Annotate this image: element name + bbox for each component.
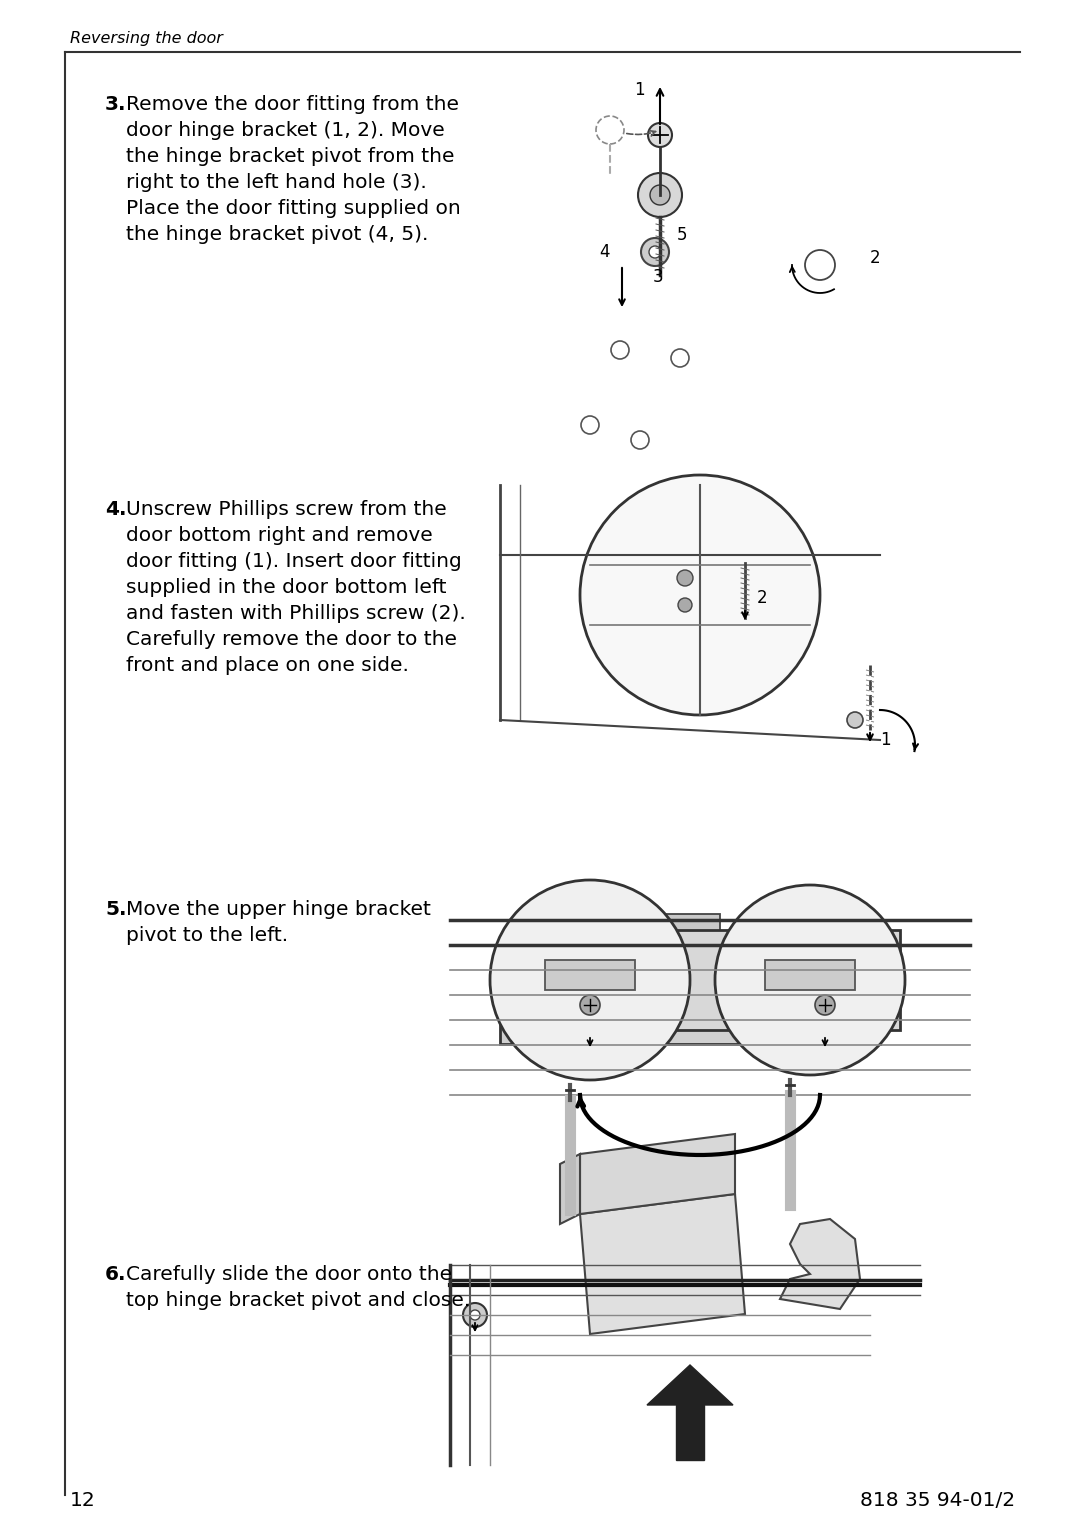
Circle shape [815, 995, 835, 1015]
Circle shape [650, 185, 670, 205]
Text: 2: 2 [757, 589, 768, 607]
Text: door bottom right and remove: door bottom right and remove [126, 526, 433, 544]
Text: 12: 12 [70, 1491, 96, 1509]
Text: door fitting (1). Insert door fitting: door fitting (1). Insert door fitting [126, 552, 462, 570]
Text: Remove the door fitting from the: Remove the door fitting from the [126, 95, 459, 115]
Circle shape [638, 173, 681, 217]
Circle shape [805, 251, 835, 280]
Circle shape [642, 239, 669, 266]
Circle shape [580, 476, 820, 716]
Polygon shape [660, 914, 720, 969]
Text: 1: 1 [880, 731, 891, 749]
Text: Carefully slide the door onto the: Carefully slide the door onto the [126, 1264, 453, 1284]
Circle shape [581, 416, 599, 434]
Circle shape [678, 598, 692, 612]
Polygon shape [580, 1135, 735, 1214]
Text: right to the left hand hole (3).: right to the left hand hole (3). [126, 173, 427, 193]
FancyBboxPatch shape [765, 960, 855, 989]
Text: supplied in the door bottom left: supplied in the door bottom left [126, 578, 446, 596]
Polygon shape [647, 1365, 733, 1405]
Text: 1: 1 [634, 81, 645, 99]
Text: 6.: 6. [105, 1264, 126, 1284]
Polygon shape [500, 998, 880, 1044]
Text: 3.: 3. [105, 95, 126, 115]
Text: 4.: 4. [105, 500, 126, 518]
Polygon shape [780, 1219, 860, 1309]
Text: and fasten with Phillips screw (2).: and fasten with Phillips screw (2). [126, 604, 465, 622]
FancyBboxPatch shape [545, 960, 635, 989]
Circle shape [649, 246, 661, 258]
Polygon shape [580, 1194, 745, 1333]
Circle shape [611, 341, 629, 359]
Text: 5.: 5. [105, 901, 126, 919]
Circle shape [631, 431, 649, 450]
Text: Unscrew Phillips screw from the: Unscrew Phillips screw from the [126, 500, 447, 518]
Text: pivot to the left.: pivot to the left. [126, 927, 288, 945]
Text: 5: 5 [677, 226, 688, 245]
Circle shape [671, 349, 689, 367]
Circle shape [677, 570, 693, 586]
Text: Reversing the door: Reversing the door [70, 31, 222, 46]
Circle shape [715, 885, 905, 1075]
Text: top hinge bracket pivot and close.: top hinge bracket pivot and close. [126, 1290, 470, 1310]
Circle shape [463, 1303, 487, 1327]
Text: the hinge bracket pivot (4, 5).: the hinge bracket pivot (4, 5). [126, 225, 429, 245]
Text: Carefully remove the door to the: Carefully remove the door to the [126, 630, 457, 648]
Text: door hinge bracket (1, 2). Move: door hinge bracket (1, 2). Move [126, 121, 445, 141]
FancyBboxPatch shape [530, 930, 900, 1031]
Text: 2: 2 [870, 249, 880, 268]
Circle shape [490, 881, 690, 1079]
Text: 4: 4 [599, 243, 610, 261]
Circle shape [648, 122, 672, 147]
Text: Place the door fitting supplied on: Place the door fitting supplied on [126, 199, 461, 219]
Text: 3: 3 [652, 268, 663, 286]
Circle shape [580, 995, 600, 1015]
Polygon shape [561, 1154, 580, 1225]
Text: 818 35 94-01/2: 818 35 94-01/2 [860, 1491, 1015, 1509]
Text: the hinge bracket pivot from the: the hinge bracket pivot from the [126, 147, 455, 167]
Circle shape [470, 1310, 480, 1320]
Polygon shape [676, 1405, 704, 1460]
Text: front and place on one side.: front and place on one side. [126, 656, 409, 674]
Text: Move the upper hinge bracket: Move the upper hinge bracket [126, 901, 431, 919]
Circle shape [847, 713, 863, 728]
